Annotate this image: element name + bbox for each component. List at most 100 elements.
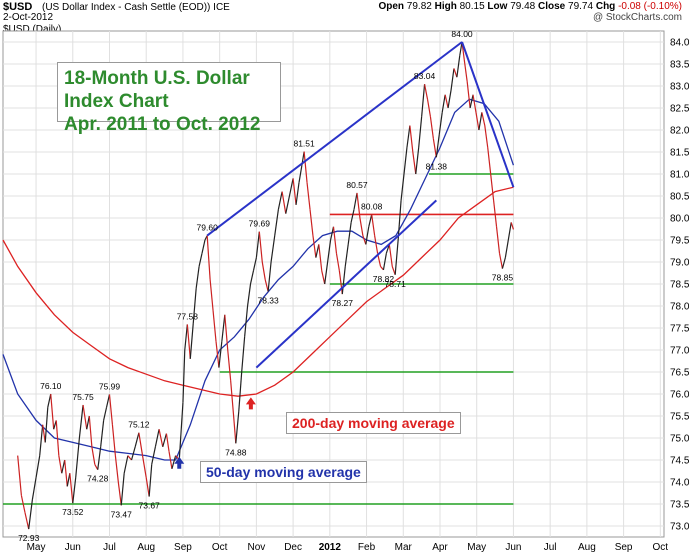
price-segment — [450, 68, 455, 91]
price-segment — [438, 112, 443, 135]
price-segment — [274, 209, 280, 236]
chart-header: $USD (US Dollar Index - Cash Settle (EOD… — [0, 1, 700, 13]
price-segment — [114, 455, 119, 483]
price-segment — [158, 429, 164, 447]
price-segment — [475, 112, 480, 131]
price-segment — [426, 99, 432, 117]
price-value-label: 73.67 — [139, 501, 161, 511]
x-tick-label: May — [467, 542, 486, 552]
price-segment — [192, 288, 197, 324]
x-tick-label: Dec — [284, 542, 302, 552]
price-segment — [97, 446, 102, 470]
price-segment — [403, 147, 408, 175]
price-segment — [444, 94, 449, 109]
price-segment — [258, 231, 263, 263]
chart-date: 2-Oct-2012 — [3, 12, 54, 23]
price-segment — [507, 222, 512, 241]
price-segment — [31, 477, 37, 500]
price-segment — [64, 459, 68, 487]
price-segment — [459, 41, 463, 56]
price-segment — [206, 235, 211, 280]
price-segment — [186, 324, 191, 359]
y-tick-label: 74.0 — [670, 478, 690, 489]
price-value-label: 78.71 — [385, 279, 407, 289]
price-segment — [120, 473, 125, 506]
price-segment — [134, 432, 140, 447]
x-tick-label: Aug — [578, 542, 596, 552]
price-segment — [292, 178, 297, 205]
trend-line — [461, 41, 515, 188]
price-value-label: 74.28 — [87, 474, 109, 484]
price-value-label: 74.88 — [225, 447, 247, 457]
price-segment — [315, 244, 320, 258]
price-segment — [391, 266, 396, 275]
price-segment — [235, 411, 240, 444]
x-tick-label: Jul — [544, 542, 557, 552]
price-segment — [162, 433, 167, 447]
x-tick-label: Apr — [432, 542, 448, 552]
price-segment — [441, 94, 446, 113]
price-segment — [165, 433, 170, 452]
y-tick-label: 83.0 — [670, 82, 690, 93]
price-segment — [368, 214, 373, 227]
trend-line — [206, 41, 463, 237]
price-segment — [103, 407, 108, 421]
price-segment — [447, 90, 452, 109]
price-segment — [510, 222, 515, 230]
price-segment — [456, 55, 461, 78]
price-value-label: 79.69 — [249, 219, 271, 229]
price-segment — [432, 138, 437, 158]
price-segment — [371, 214, 376, 236]
price-segment — [490, 173, 495, 201]
price-segment — [198, 253, 203, 267]
y-tick-label: 79.0 — [670, 258, 690, 269]
price-segment — [362, 235, 367, 245]
y-tick-label: 79.5 — [670, 236, 690, 247]
y-tick-label: 75.0 — [670, 434, 690, 445]
close-value: 79.74 — [568, 1, 594, 12]
price-segment — [66, 473, 71, 487]
price-segment — [20, 495, 26, 513]
price-segment — [481, 112, 486, 126]
price-segment — [249, 270, 255, 285]
price-segment — [233, 415, 237, 444]
change-label: Chg — [595, 1, 616, 12]
ma200-line — [2, 186, 514, 397]
price-segment — [318, 244, 323, 271]
price-segment — [184, 324, 188, 351]
price-segment — [47, 393, 52, 408]
price-segment — [335, 253, 340, 271]
price-segment — [100, 420, 105, 447]
price-segment — [148, 464, 153, 497]
price-value-label: 77.58 — [177, 311, 199, 321]
price-segment — [309, 209, 314, 236]
price-segment — [478, 112, 483, 131]
price-segment — [123, 455, 129, 474]
price-segment — [493, 200, 498, 227]
price-segment — [353, 192, 358, 210]
x-tick-label: Sep — [615, 542, 633, 552]
x-tick-label: Oct — [212, 542, 228, 552]
ma200-callout: 200-day moving average — [286, 412, 461, 434]
price-segment — [501, 257, 506, 269]
price-segment — [356, 192, 361, 219]
exchange-label: ICE — [213, 2, 230, 13]
price-segment — [504, 239, 509, 258]
price-segment — [195, 266, 200, 289]
price-segment — [423, 84, 429, 100]
price-segment — [178, 402, 184, 461]
price-value-label: 78.27 — [332, 298, 354, 308]
price-segment — [277, 191, 283, 210]
price-segment — [466, 81, 471, 109]
price-segment — [201, 239, 206, 254]
price-segment — [246, 283, 252, 307]
price-value-label: 84.00 — [451, 29, 473, 39]
price-segment — [252, 257, 257, 271]
symbol-description: (US Dollar Index - Cash Settle (EOD)) — [42, 2, 211, 13]
price-value-label: 79.60 — [197, 223, 219, 233]
price-segment — [281, 191, 287, 214]
y-tick-label: 82.5 — [670, 104, 690, 115]
y-tick-label: 73.0 — [670, 522, 690, 533]
price-segment — [78, 404, 84, 439]
price-segment — [327, 239, 332, 263]
